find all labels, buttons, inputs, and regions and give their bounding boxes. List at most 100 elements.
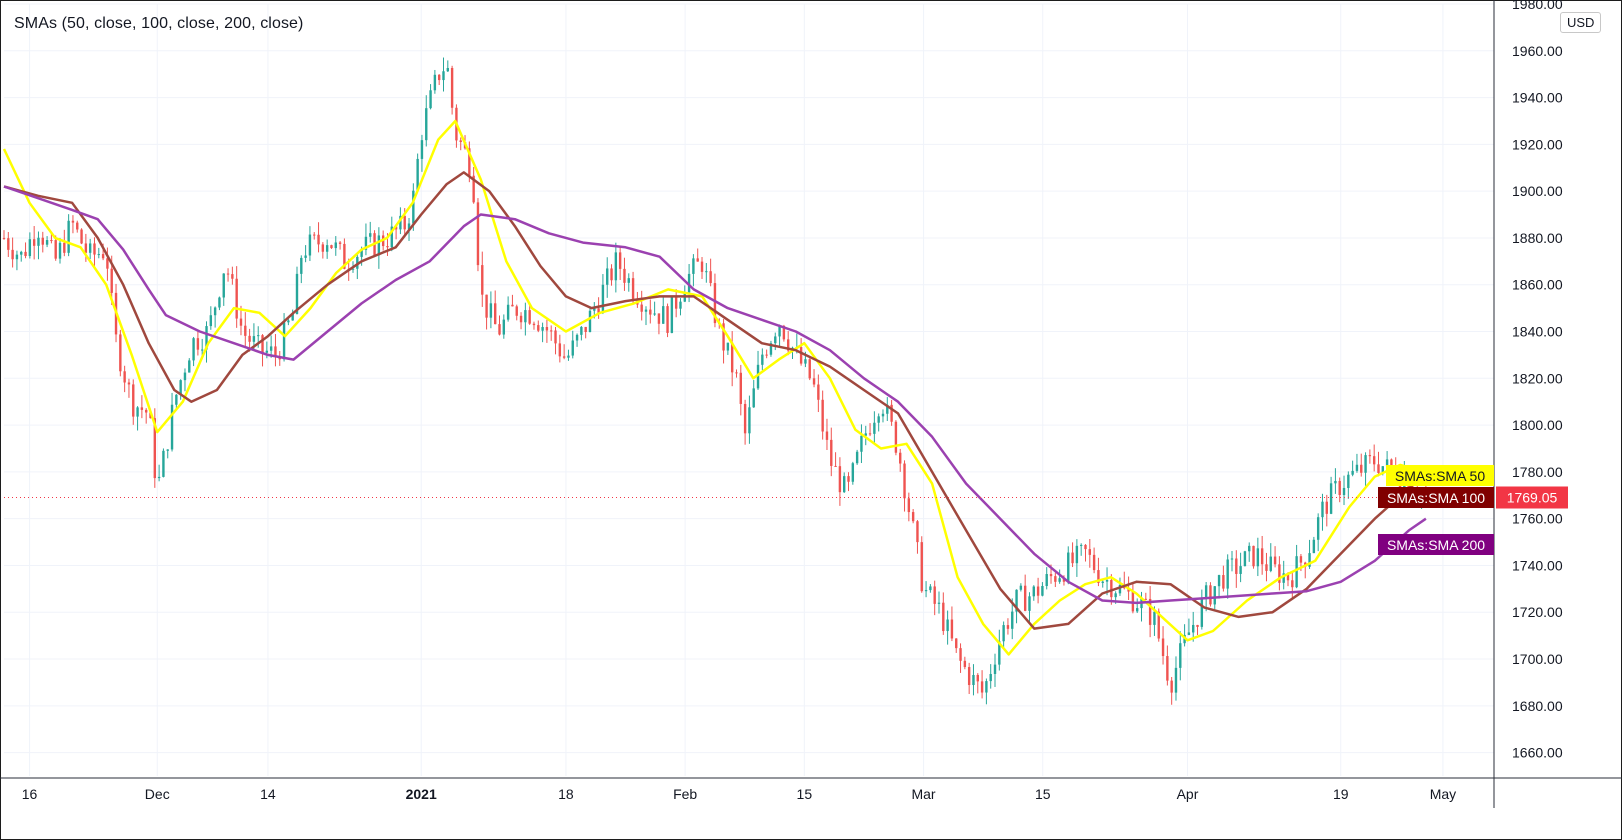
candle-body — [226, 273, 230, 275]
candle-body — [1092, 554, 1096, 571]
candle-body — [761, 354, 764, 365]
candle-body — [1239, 566, 1242, 574]
candle-body — [274, 346, 277, 357]
candle-body — [282, 322, 286, 360]
candle-body — [950, 619, 954, 639]
candle-body — [144, 409, 148, 413]
candle-body — [692, 258, 695, 274]
candle-body — [360, 249, 363, 257]
candle-body — [88, 243, 92, 253]
candle-body — [1334, 480, 1337, 484]
currency-badge[interactable]: USD — [1560, 12, 1602, 33]
candle-body — [1023, 585, 1027, 611]
candle-body — [1192, 624, 1195, 633]
candle-body — [1071, 552, 1074, 564]
candle-body — [799, 346, 803, 364]
candle-body — [726, 342, 730, 351]
candle-body — [351, 268, 355, 270]
candle-body — [1015, 589, 1018, 612]
candle-body — [674, 297, 678, 309]
candle-body — [127, 382, 131, 385]
time-tick-label: 15 — [797, 786, 813, 802]
candle-body — [1028, 596, 1031, 611]
candle-body — [821, 399, 824, 432]
candle-body — [713, 283, 717, 324]
price-tick-label: 1740.00 — [1512, 557, 1563, 573]
time-tick-label: 14 — [260, 786, 276, 802]
candle-body — [825, 431, 829, 440]
price-tick-label: 1700.00 — [1512, 651, 1563, 667]
candle-body — [485, 294, 488, 318]
candle-body — [1209, 585, 1212, 605]
candle-body — [877, 416, 880, 423]
candle-body — [1390, 459, 1393, 470]
candle-body — [1286, 573, 1290, 581]
time-tick-label: 15 — [1035, 786, 1051, 802]
price-axis[interactable]: 1980.00 1960.00 1940.00 1920.00 1900.00 1880.… — [1512, 0, 1563, 761]
candle-body — [498, 324, 501, 335]
candle-body — [50, 240, 53, 242]
candle-body — [37, 237, 40, 246]
candle-body — [502, 319, 506, 335]
candle-body — [864, 433, 867, 436]
candle-body — [1075, 545, 1079, 564]
candle-body — [300, 257, 303, 274]
candle-body — [261, 335, 264, 353]
candle-body — [2, 237, 6, 239]
candle-body — [437, 74, 441, 81]
candle-body — [369, 233, 372, 237]
candle-body — [132, 384, 135, 417]
candle-body — [476, 202, 480, 266]
price-tick-label: 1780.00 — [1512, 464, 1563, 480]
candle-body — [769, 343, 773, 355]
candle-body — [201, 349, 204, 351]
candle-body — [554, 330, 557, 344]
candle-body — [657, 313, 661, 324]
candle-body — [786, 339, 790, 351]
candle-body — [739, 372, 742, 404]
time-axis[interactable]: 16 Dec 14 2021 18 Feb 15 Mar 15 Apr 19 May — [22, 786, 1456, 802]
candle-body — [157, 476, 161, 479]
candle-body — [330, 245, 333, 249]
price-tick-label: 1860.00 — [1512, 277, 1563, 293]
candle-body — [308, 234, 312, 256]
candle-body — [291, 314, 294, 321]
candle-body — [1088, 549, 1092, 555]
indicator-title[interactable]: SMAs (50, close, 100, close, 200, close) — [14, 15, 304, 32]
candle-body — [446, 67, 450, 72]
candle-body — [1019, 585, 1023, 590]
candle-body — [101, 254, 105, 259]
candle-body — [575, 334, 579, 341]
candle-body — [213, 307, 217, 316]
candle-body — [1265, 564, 1268, 571]
candle-body — [855, 451, 859, 464]
candle-body — [1222, 575, 1225, 589]
candle-body — [1011, 611, 1014, 629]
candle-body — [209, 315, 213, 327]
time-tick-label: Feb — [673, 786, 697, 802]
candle-body — [920, 542, 923, 592]
candle-body — [1372, 456, 1376, 465]
candle-body — [700, 261, 704, 272]
candle-body — [640, 304, 643, 312]
candle-body — [63, 242, 66, 253]
last-price-label: 1769.05 — [1507, 489, 1558, 505]
price-tick-label: 1880.00 — [1512, 230, 1563, 246]
price-tick-label: 1660.00 — [1512, 745, 1563, 761]
time-tick-label: Apr — [1177, 786, 1199, 802]
candle-body — [24, 251, 27, 257]
candle-body — [1295, 556, 1298, 588]
candle-body — [967, 667, 971, 686]
price-tick-label: 1900.00 — [1512, 183, 1563, 199]
candle-body — [1110, 579, 1113, 598]
last-price-tag: 1769.05 — [1496, 486, 1568, 509]
candle-body — [679, 301, 682, 309]
candle-body — [1157, 611, 1160, 639]
candle-body — [390, 226, 393, 248]
candle-body — [506, 304, 510, 320]
candle-body — [1200, 598, 1204, 627]
candle-body — [45, 240, 49, 245]
time-tick-label: 18 — [558, 786, 574, 802]
candle-body — [541, 327, 544, 331]
